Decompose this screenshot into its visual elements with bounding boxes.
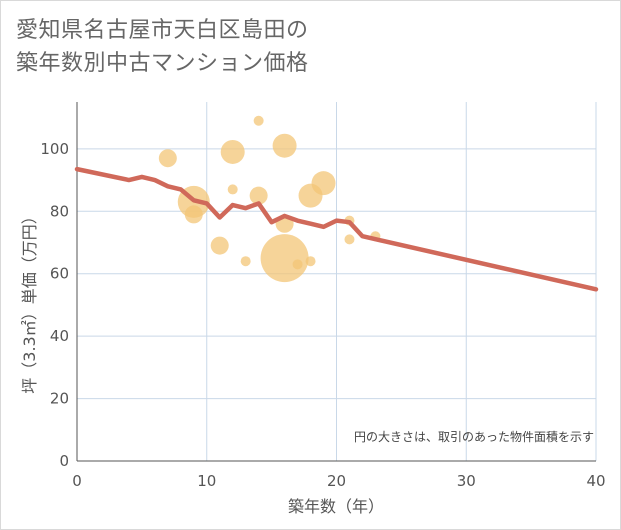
data-bubble <box>249 186 268 205</box>
data-bubble <box>292 259 303 270</box>
data-bubble <box>227 184 238 195</box>
data-bubble <box>305 256 316 267</box>
data-bubble <box>184 205 203 224</box>
x-tick-label: 30 <box>457 472 476 490</box>
grid <box>76 102 597 462</box>
data-bubble <box>210 236 229 255</box>
x-tick-label: 0 <box>72 472 82 490</box>
y-tick-label: 20 <box>50 390 69 408</box>
x-tick-label: 10 <box>197 472 216 490</box>
y-axis-label: 坪（3.3㎡）単価（万円） <box>20 208 39 393</box>
chart-note: 円の大きさは、取引のあった物件面積を示す <box>354 429 594 444</box>
data-bubble <box>158 149 177 168</box>
data-bubble <box>220 139 245 164</box>
y-tick-label: 80 <box>50 202 69 220</box>
data-bubble <box>311 171 336 196</box>
title-line-2: 築年数別中古マンション価格 <box>16 51 309 76</box>
data-bubble <box>253 115 264 126</box>
y-tick-label: 60 <box>50 265 69 283</box>
tick-labels: 0 20 40 60 80 100 0 10 20 30 40 <box>40 140 605 490</box>
data-bubble <box>240 256 251 267</box>
y-tick-label: 0 <box>59 452 69 470</box>
y-tick-label: 100 <box>40 140 69 158</box>
y-tick-label: 40 <box>50 327 69 345</box>
line-layer <box>74 166 599 292</box>
data-bubble <box>260 234 309 283</box>
average-price-line <box>74 166 599 292</box>
x-axis-label: 築年数（年） <box>288 497 384 516</box>
data-bubble <box>272 133 297 158</box>
x-tick-label: 20 <box>327 472 346 490</box>
data-bubble <box>344 234 355 245</box>
chart-title: 愛知県名古屋市天白区島田の 築年数別中古マンション価格 <box>16 14 309 80</box>
title-line-1: 愛知県名古屋市天白区島田の <box>16 18 309 43</box>
x-tick-label: 40 <box>586 472 605 490</box>
